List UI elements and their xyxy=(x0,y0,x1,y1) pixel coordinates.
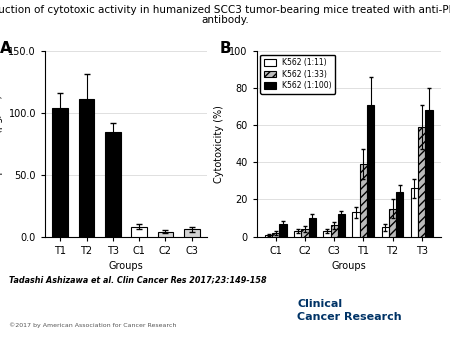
Text: Tadashi Ashizawa et al. Clin Cancer Res 2017;23:149-158: Tadashi Ashizawa et al. Clin Cancer Res … xyxy=(9,275,266,285)
Bar xyxy=(323,231,330,237)
Bar xyxy=(338,214,345,237)
X-axis label: Groups: Groups xyxy=(108,261,144,271)
Bar xyxy=(279,224,287,237)
Bar xyxy=(265,235,272,237)
Text: Induction of cytotoxic activity in humanized SCC3 tumor-bearing mice treated wit: Induction of cytotoxic activity in human… xyxy=(0,5,450,15)
Bar xyxy=(389,209,396,237)
Bar xyxy=(360,164,367,237)
Bar xyxy=(411,188,418,237)
Bar xyxy=(184,229,200,237)
Bar xyxy=(330,225,338,237)
Y-axis label: Cytotoxicity (%): Cytotoxicity (%) xyxy=(214,105,224,183)
Bar xyxy=(52,108,68,237)
Bar xyxy=(396,192,404,237)
Text: B: B xyxy=(220,41,231,56)
X-axis label: Groups: Groups xyxy=(331,261,366,271)
Bar xyxy=(352,213,360,237)
Bar xyxy=(105,132,121,237)
Bar xyxy=(272,233,279,237)
Legend: K562 (1:11), K562 (1:33), K562 (1:100): K562 (1:11), K562 (1:33), K562 (1:100) xyxy=(260,54,335,94)
Y-axis label: IFNγ Levels (pg/mL): IFNγ Levels (pg/mL) xyxy=(0,95,3,192)
Bar xyxy=(131,227,147,237)
Bar xyxy=(367,105,374,237)
Bar xyxy=(382,227,389,237)
Bar xyxy=(302,229,309,237)
Text: A: A xyxy=(0,41,11,56)
Text: antibody.: antibody. xyxy=(201,15,249,25)
Bar xyxy=(425,110,432,237)
Bar xyxy=(79,99,94,237)
Text: ©2017 by American Association for Cancer Research: ©2017 by American Association for Cancer… xyxy=(9,323,176,329)
Bar xyxy=(418,127,425,237)
Text: Clinical
Cancer Research: Clinical Cancer Research xyxy=(297,299,401,321)
Bar xyxy=(309,218,316,237)
Bar xyxy=(158,232,173,237)
Bar xyxy=(294,231,302,237)
